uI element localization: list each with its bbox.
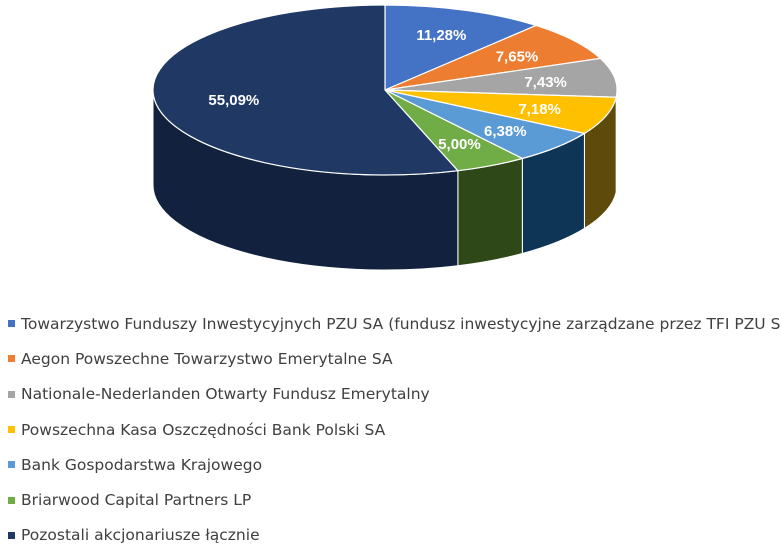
legend-label: Briarwood Capital Partners LP xyxy=(21,491,252,510)
legend-item: Towarzystwo Funduszy Inwestycyjnych PZU … xyxy=(8,306,781,341)
data-label: 11,28% xyxy=(416,27,466,44)
pie-slice xyxy=(384,89,617,135)
pie-tops xyxy=(152,4,618,176)
pie-sides xyxy=(152,89,618,271)
data-label: 55,09% xyxy=(208,92,259,109)
legend-item: Bank Gospodarstwa Krajowego xyxy=(8,447,781,482)
legend-label: Bank Gospodarstwa Krajowego xyxy=(21,455,263,474)
pie-slice xyxy=(152,4,460,176)
legend-swatch xyxy=(8,390,15,398)
legend-item: Powszechna Kasa Oszczędności Bank Polski… xyxy=(8,412,781,447)
legend-swatch xyxy=(8,496,15,504)
legend-label: Powszechna Kasa Oszczędności Bank Polski… xyxy=(21,420,386,439)
pie-slice-side xyxy=(457,157,523,267)
legend-item: Briarwood Capital Partners LP xyxy=(8,482,781,517)
data-label: 7,43% xyxy=(524,74,567,91)
legend-label: Towarzystwo Funduszy Inwestycyjnych PZU … xyxy=(21,314,781,333)
data-label: 7,18% xyxy=(518,101,561,118)
pie-slice xyxy=(384,24,602,91)
pie-slice xyxy=(384,57,618,98)
data-labels: 11,28% 7,65% 7,43% 7,18% 6,38%5,00% 55,09% xyxy=(208,27,567,153)
legend-swatch xyxy=(8,320,15,328)
legend-swatch xyxy=(8,426,15,434)
legend-swatch xyxy=(8,355,15,363)
data-label: 7,65% xyxy=(496,48,539,65)
legend-label: Pozostali akcjonariusze łącznie xyxy=(21,526,260,545)
legend-item: Nationale-Nederlanden Otwarty Fundusz Em… xyxy=(8,377,781,412)
pie-chart: 11,28% 7,65% 7,43% 7,18% 6,38%5,00% 55,09% xyxy=(152,4,618,271)
legend-label: Nationale-Nederlanden Otwarty Fundusz Em… xyxy=(21,385,430,404)
chart-legend: Towarzystwo Funduszy Inwestycyjnych PZU … xyxy=(8,306,781,553)
data-label: 6,38% xyxy=(484,123,527,140)
legend-swatch xyxy=(8,531,15,539)
data-label: 5,00% xyxy=(438,136,481,153)
legend-item: Aegon Powszechne Towarzystwo Emerytalne … xyxy=(8,341,781,376)
pie-slice xyxy=(384,4,538,91)
legend-label: Aegon Powszechne Towarzystwo Emerytalne … xyxy=(21,349,393,368)
legend-swatch xyxy=(8,461,15,469)
legend-item: Pozostali akcjonariusze łącznie xyxy=(8,518,781,553)
